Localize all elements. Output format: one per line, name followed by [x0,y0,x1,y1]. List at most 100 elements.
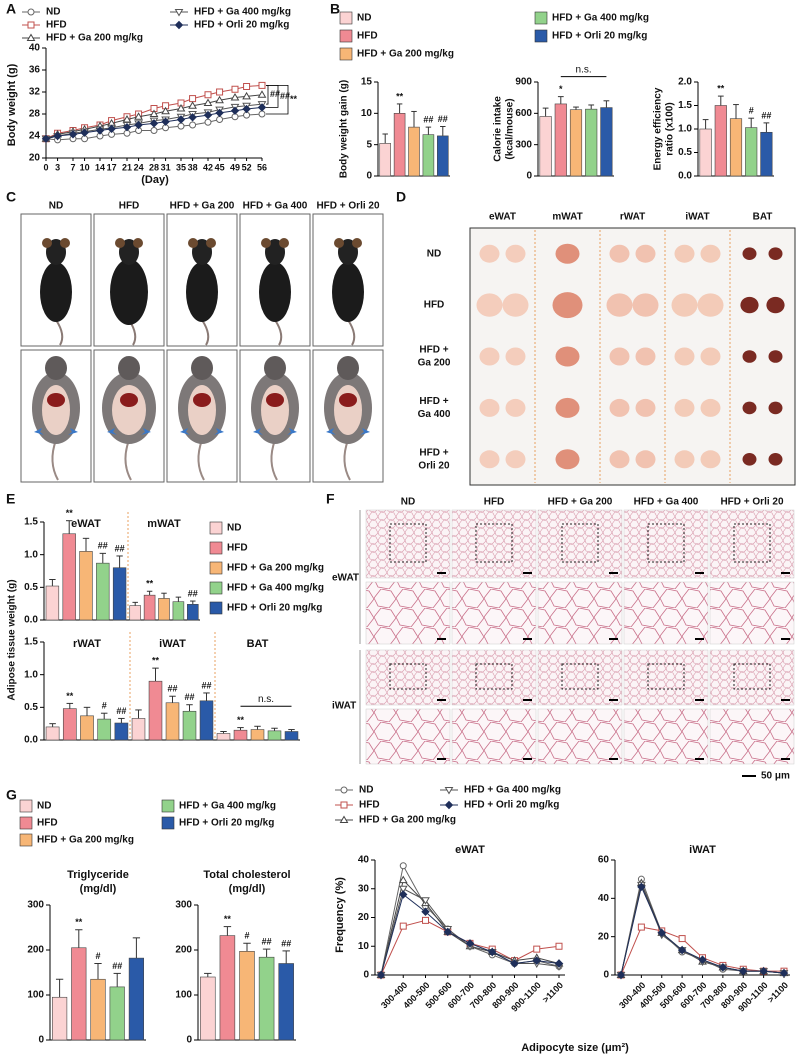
scale-label: 50 μm [761,771,790,782]
y-tick-label: 10 [361,108,373,119]
significance: ## [115,543,125,553]
y-tick-label: 0.5 [678,147,692,158]
legend-label: HFD + Orli 20 mg/kg [227,603,322,614]
y-tick-label: 40 [29,43,41,54]
y-tick-label: 30 [358,883,370,894]
ns-label: n.s. [576,64,592,75]
significance: # [95,951,100,961]
organ [505,450,526,469]
dissected-cavity [112,385,146,435]
significance: ## [281,938,291,948]
organ [766,296,785,314]
bar [143,594,156,621]
column-label: BAT [753,212,773,223]
bar [408,126,420,177]
zoom-box [647,523,685,563]
panel-label: B [330,1,340,17]
marker [399,922,407,930]
column-label: rWAT [620,212,645,223]
marker [718,963,728,972]
organ [697,293,724,317]
bar [45,726,60,741]
y-tick-label: 60 [598,855,610,866]
x-tick-label: 42 [203,162,213,172]
legend-label: HFD + Ga 200 mg/kg [357,49,454,60]
marker [243,83,251,90]
y-tick-label: 300 [175,900,192,911]
significance: ** [224,914,232,924]
x-axis-label: Adipocyte size (μm²) [521,1042,629,1054]
marker [465,939,475,948]
marker [739,966,748,976]
row-label: Ga 400 [418,409,451,420]
x-tick-label: 3 [55,162,60,172]
legend-swatch [19,799,33,813]
y-tick-label: 24 [29,131,41,142]
marker [188,101,197,109]
legend-swatch [161,816,175,830]
organ [768,401,783,415]
arrow [107,428,117,435]
marker [637,923,645,931]
y-axis-label: (kcal/mouse) [505,98,516,159]
y-tick-label: 1.5 [678,100,692,111]
marker [399,890,408,899]
marker [188,113,197,122]
bar [52,996,68,1041]
y-axis-label: Adipose tissue weight (g) [7,579,18,700]
arrow [34,428,44,435]
marker [203,110,213,120]
y-tick-label: 0.5 [24,702,38,713]
bar [258,956,275,1041]
legend-label: HFD + Ga 400 mg/kg [194,7,291,18]
marker [68,130,78,139]
subplot-title: eWAT [455,844,485,856]
bar [148,680,163,741]
zoom-box [475,523,513,563]
mouse-body [40,262,72,322]
histology-image [709,708,795,765]
dissected-cavity [334,385,362,435]
bar [128,957,144,1041]
bar [437,135,449,177]
marker [257,103,267,112]
significance: ## [761,110,771,120]
marker [657,928,666,938]
row-label: HFD + [419,396,448,407]
organ [609,398,630,417]
x-axis-label: (Day) [141,174,169,186]
bar [129,605,141,621]
mouse-body [110,259,148,325]
significance: * [559,84,563,94]
marker [698,955,707,964]
legend-swatch [161,799,175,813]
x-tick-label: 7 [70,162,75,172]
x-tick-label: 31 [161,162,171,172]
legend-label: HFD + Ga 400 mg/kg [227,583,324,594]
arrow [287,428,297,435]
zoom-box [389,523,427,563]
significance: # [749,106,754,116]
marker [150,127,158,134]
bar [199,700,214,741]
marker [149,119,159,128]
organ [768,453,783,466]
significance: ## [423,114,433,124]
significance: ** [290,94,298,104]
arrow [141,428,151,435]
zoom-box [475,663,513,690]
y-tick-label: 0 [186,1035,192,1046]
legend-label: HFD + Ga 200 mg/kg [359,815,456,826]
organ [674,347,695,366]
significance: ## [167,684,177,694]
marker [421,897,430,905]
panel-label: A [6,1,16,17]
bar [158,598,170,621]
bar [79,551,93,621]
bar [278,963,294,1041]
mouse-ear [261,238,271,248]
mouse-ear [206,238,216,248]
mouse-tail [55,319,64,346]
histology-image [709,649,795,706]
zoom-box [733,663,771,690]
